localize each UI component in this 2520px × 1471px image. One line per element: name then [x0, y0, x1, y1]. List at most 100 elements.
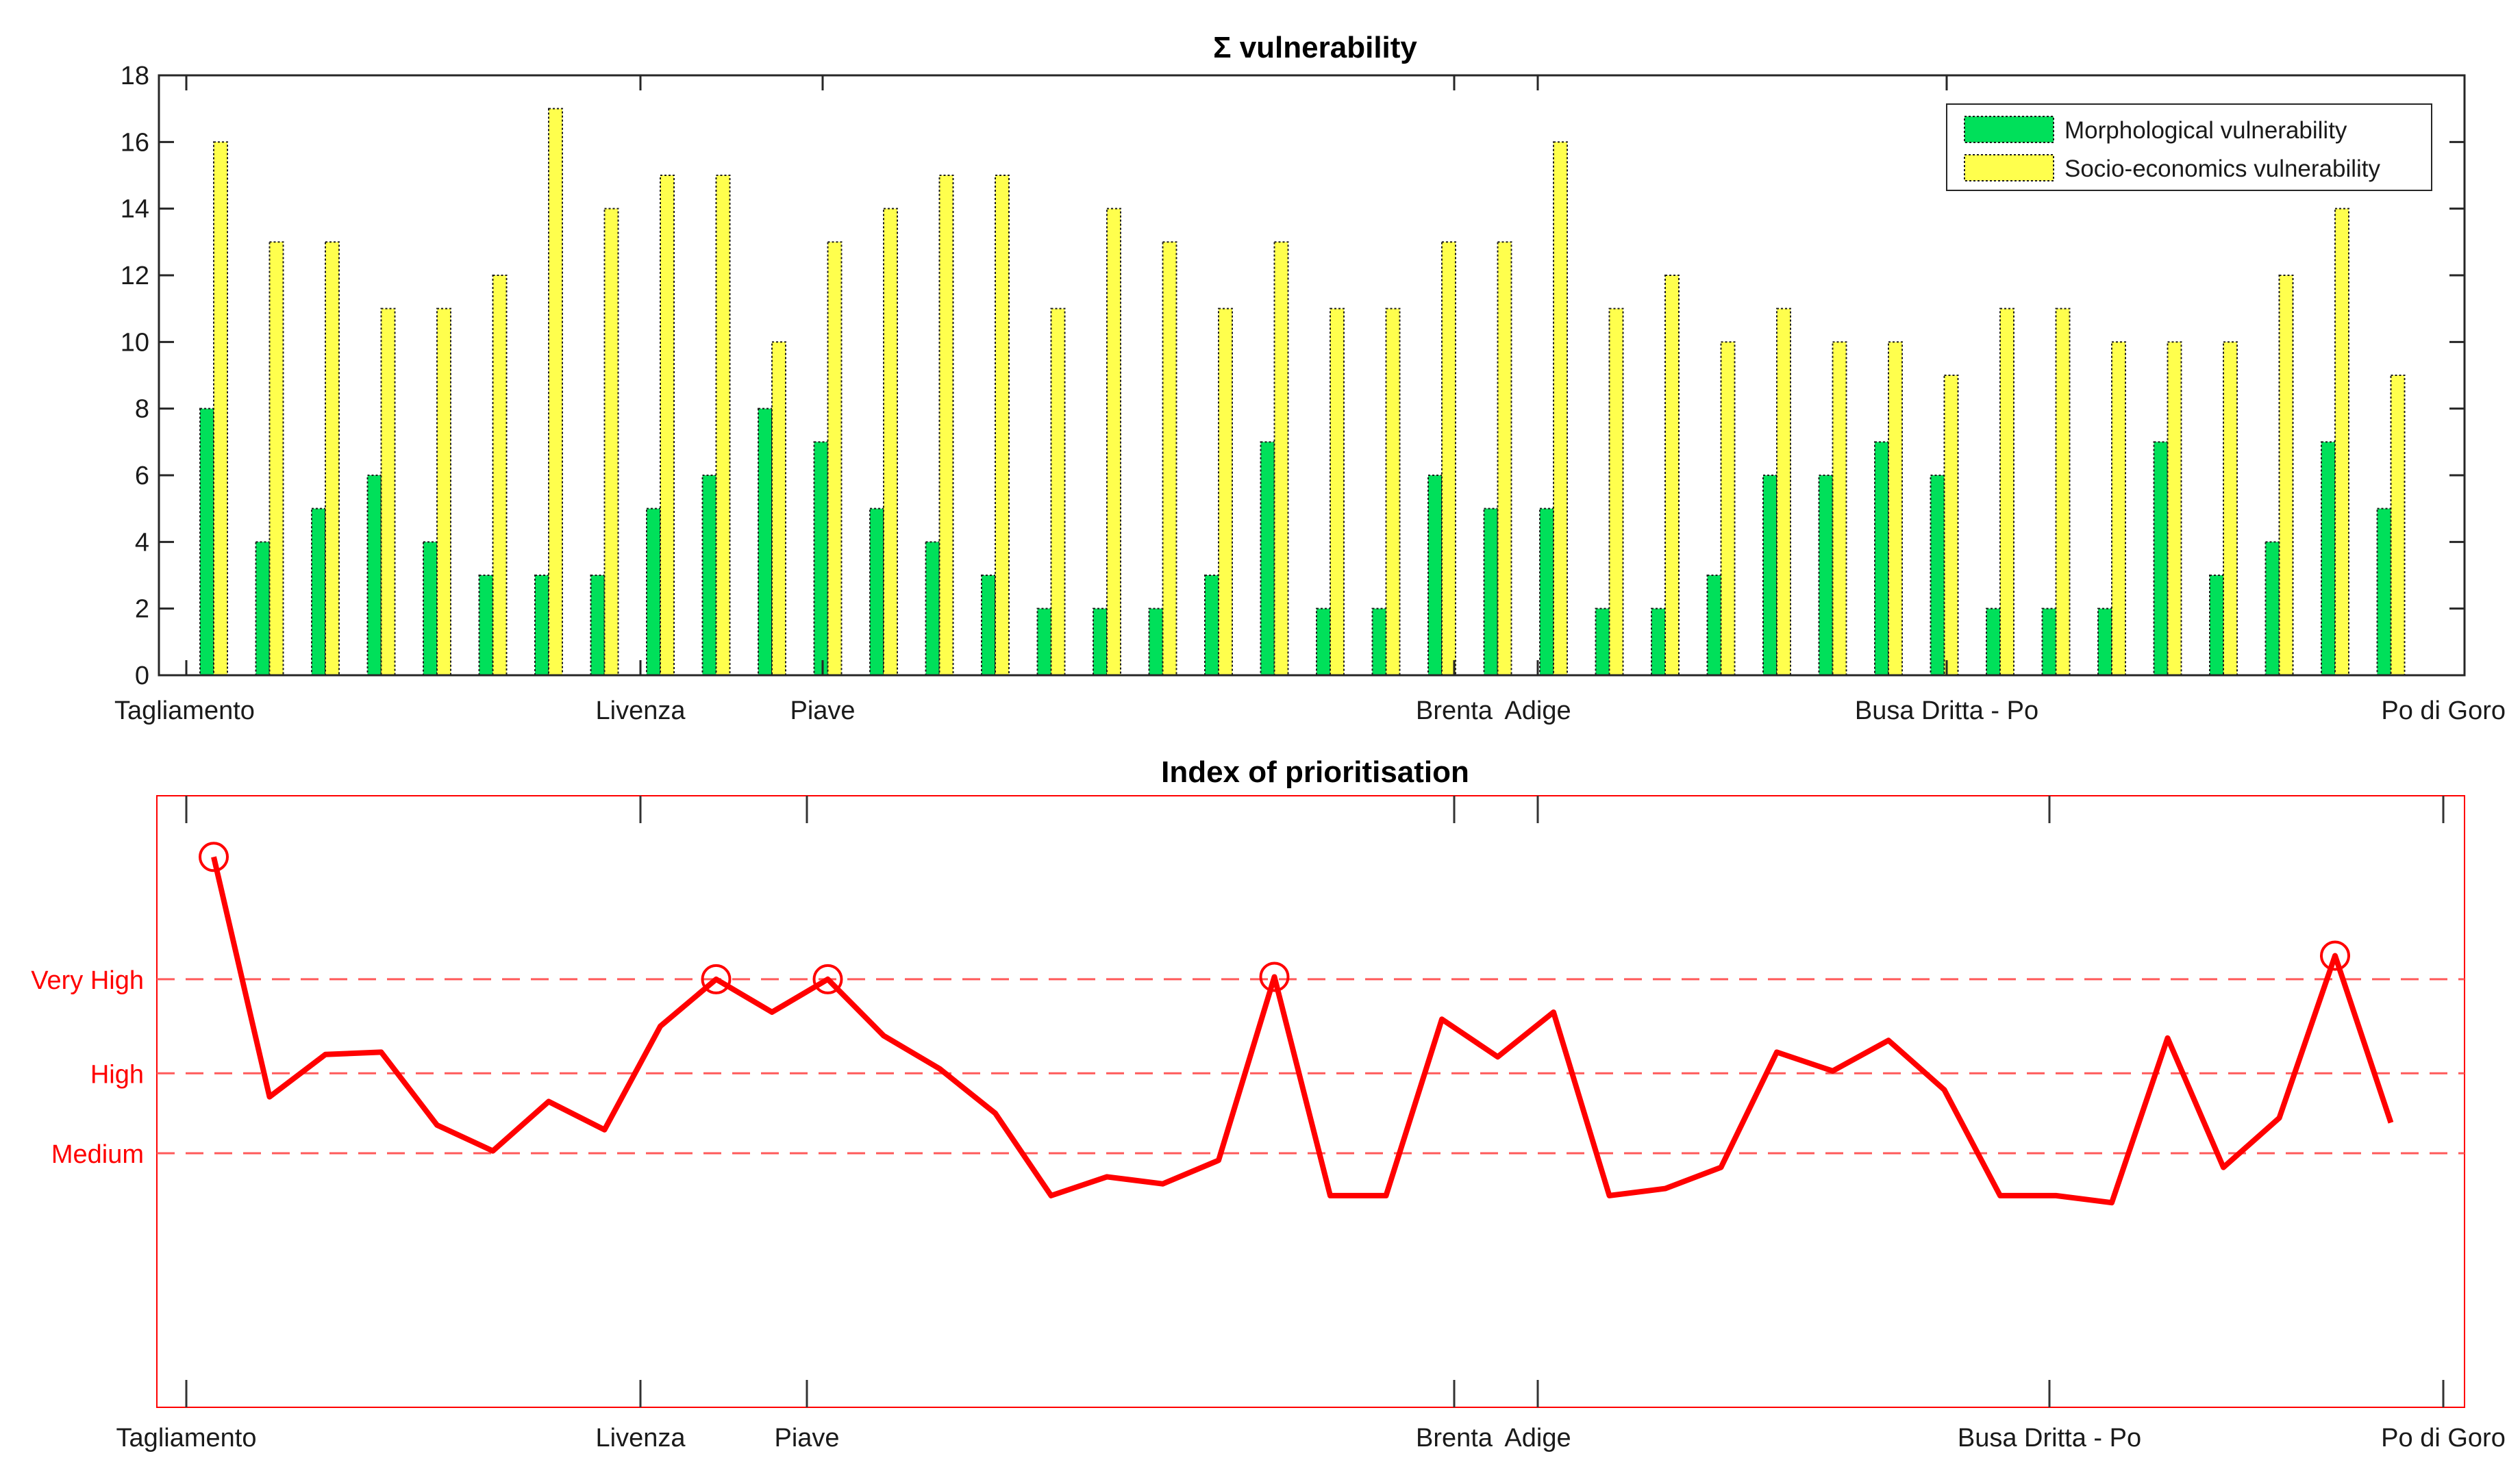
socioeconomic-bar-9: [660, 175, 675, 676]
morphological-bar-22: [1371, 607, 1387, 677]
socioeconomic-bar-23: [1441, 241, 1456, 677]
morphological-bar-18: [1148, 607, 1164, 677]
chart1-y-ticks: 0 2 4 6 8 10 12 14 16 18: [121, 62, 2465, 690]
morphological-bar-33: [1986, 607, 2001, 677]
morphological-bar-32: [1930, 475, 1945, 676]
x2-tick-label-1: Tagliamento: [116, 1424, 257, 1453]
chart2-x-ticks: Tagliamento Livenza Piave Brenta Adige Busa D…: [116, 796, 2506, 1453]
morphological-bar-19: [1204, 575, 1219, 676]
socioeconomic-bar-22: [1385, 307, 1401, 676]
morphological-bar-6: [478, 575, 494, 676]
x-tick-label-2: Livenza: [596, 696, 686, 725]
y-tick-label-0: 0: [135, 662, 149, 690]
morphological-bar-35: [2097, 607, 2112, 677]
socioeconomic-bar-11: [771, 341, 786, 676]
highlight-point-10: [701, 964, 732, 994]
morphological-bar-38: [2265, 541, 2280, 676]
morphological-bar-9: [646, 507, 661, 677]
x-tick-label-3: Piave: [790, 696, 855, 725]
x-tick-label-4: Brenta: [1416, 696, 1493, 725]
x2-tick-label-7: Po di Goro: [2381, 1424, 2506, 1453]
socioeconomic-bar-34: [2055, 307, 2071, 676]
morphological-bar-12: [813, 441, 829, 676]
socioeconomic-bar-16: [1050, 307, 1066, 676]
chart1-title: Σ vulnerability: [1213, 31, 1417, 64]
socioeconomic-bar-3: [325, 241, 340, 677]
morphological-bar-37: [2209, 575, 2224, 676]
morphological-bar-34: [2041, 607, 2057, 677]
socioeconomic-bar-40: [2390, 375, 2406, 676]
highlight-point-1: [199, 842, 229, 872]
morphological-bar-3: [311, 507, 326, 677]
morphological-bar-39: [2321, 441, 2336, 676]
morphological-bar-25: [1539, 507, 1554, 677]
x-tick-label-1: Tagliamento: [114, 696, 255, 725]
highlight-point-20: [1259, 961, 1290, 992]
socioeconomic-bar-1: [213, 141, 228, 677]
socioeconomic-bar-29: [1776, 307, 1791, 676]
morphological-bar-20: [1260, 441, 1275, 676]
socioeconomic-bar-38: [2278, 275, 2294, 676]
prioritisation-chart: Index of prioritisation Very High High Med…: [31, 755, 2506, 1453]
socioeconomic-bar-26: [1608, 307, 1624, 676]
morphological-bar-27: [1651, 607, 1666, 677]
chart2-level-lines: Very High High Medium: [31, 966, 2465, 1169]
y-tick-label-10: 10: [121, 328, 149, 357]
x2-tick-label-4: Brenta: [1416, 1424, 1493, 1453]
socioeconomic-bar-33: [1999, 307, 2014, 676]
socioeconomic-bar-24: [1497, 241, 1512, 677]
morphological-bar-17: [1093, 607, 1108, 677]
y-tick-label-8: 8: [135, 395, 149, 424]
y-tick-label-14: 14: [121, 195, 149, 224]
legend-swatch-socioeconomic: [1964, 154, 2054, 181]
morphological-bar-8: [590, 575, 606, 676]
x-tick-label-6: Busa Dritta - Po: [1855, 696, 2038, 725]
socioeconomic-bar-8: [603, 208, 619, 676]
morphological-bar-23: [1427, 475, 1443, 676]
x-tick-label-5: Adige: [1504, 696, 1571, 725]
chart1-bars: [199, 108, 2406, 677]
highlight-point-39: [2320, 940, 2350, 971]
y-tick-label-16: 16: [121, 128, 149, 157]
socioeconomic-bar-13: [883, 208, 898, 676]
socioeconomic-bar-18: [1162, 241, 1177, 677]
y-tick-label-2: 2: [135, 595, 149, 624]
socioeconomic-bar-7: [548, 108, 563, 676]
morphological-bar-5: [423, 541, 438, 676]
socioeconomic-bar-31: [1888, 341, 1903, 676]
socioeconomic-bar-19: [1218, 307, 1233, 676]
socioeconomic-bar-27: [1664, 275, 1680, 676]
socioeconomic-bar-39: [2334, 208, 2349, 676]
x2-tick-label-6: Busa Dritta - Po: [1958, 1424, 2141, 1453]
morphological-bar-21: [1316, 607, 1331, 677]
x-tick-label-7: Po di Goro: [2381, 696, 2506, 725]
socioeconomic-bar-21: [1330, 307, 1345, 676]
legend-swatch-morphological: [1964, 116, 2054, 143]
chart1-x-ticks: Tagliamento Livenza Piave Brenta Adige Busa D…: [114, 75, 2506, 725]
socioeconomic-bar-37: [2223, 341, 2238, 676]
x2-tick-label-5: Adige: [1504, 1424, 1571, 1453]
socioeconomic-bar-5: [436, 307, 451, 676]
socioeconomic-bar-30: [1832, 341, 1847, 676]
y-tick-label-18: 18: [121, 62, 149, 90]
socioeconomic-bar-2: [269, 241, 284, 677]
morphological-bar-13: [869, 507, 884, 677]
socioeconomic-bar-35: [2111, 341, 2126, 676]
socioeconomic-bar-32: [1943, 375, 1959, 676]
morphological-bar-16: [1036, 607, 1052, 677]
socioeconomic-bar-28: [1720, 341, 1736, 676]
socioeconomic-bar-4: [380, 307, 396, 676]
socioeconomic-bar-10: [715, 175, 731, 676]
morphological-bar-10: [701, 475, 717, 676]
chart1-axes-box: [158, 74, 2466, 677]
socioeconomic-bar-6: [492, 275, 508, 676]
morphological-bar-2: [255, 541, 271, 676]
morphological-bar-14: [925, 541, 940, 676]
morphological-bar-36: [2153, 441, 2169, 676]
morphological-bar-40: [2376, 507, 2392, 677]
socioeconomic-bar-36: [2167, 341, 2182, 676]
y-tick-label-6: 6: [135, 462, 149, 490]
level-label-2: High: [90, 1060, 144, 1089]
morphological-bar-30: [1818, 475, 1834, 676]
